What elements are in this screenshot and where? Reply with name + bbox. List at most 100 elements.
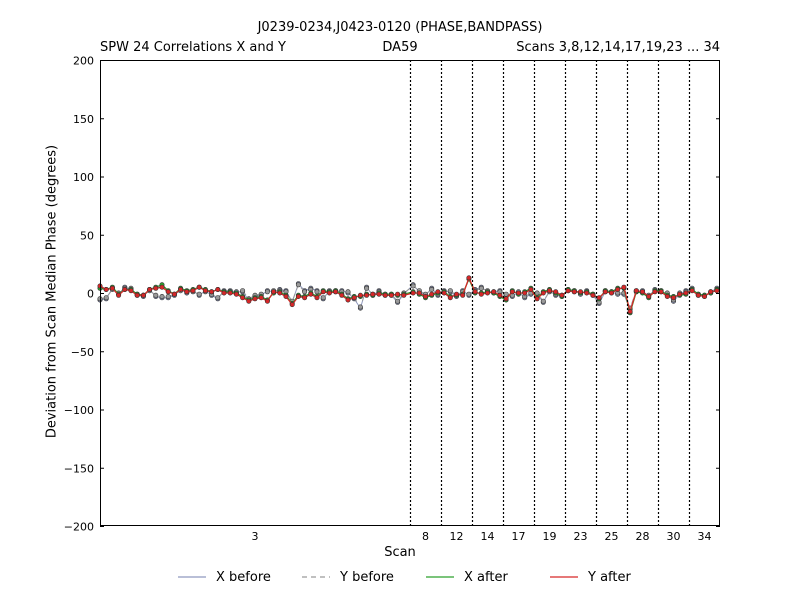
data-point: [410, 283, 416, 289]
data-point: [357, 304, 363, 310]
data-point: [509, 289, 515, 295]
data-point: [308, 291, 314, 297]
data-point: [184, 289, 190, 295]
y-tick-label: −150: [64, 462, 94, 475]
data-point: [165, 289, 171, 295]
data-point: [596, 295, 602, 301]
data-point: [134, 292, 140, 298]
data-point: [664, 293, 670, 299]
data-point: [357, 292, 363, 298]
y-tick-label: −200: [64, 521, 94, 534]
data-point: [221, 290, 227, 296]
data-point: [215, 286, 221, 292]
data-point: [429, 291, 435, 297]
x-tick-label: 34: [698, 530, 712, 543]
data-point: [196, 291, 202, 297]
data-point: [478, 285, 484, 291]
data-point: [351, 295, 357, 301]
data-point: [608, 290, 614, 296]
subtitle-right: Scans 3,8,12,14,17,19,23 ... 34: [516, 40, 720, 55]
data-point: [708, 289, 714, 295]
data-point: [447, 295, 453, 301]
data-point: [388, 292, 394, 298]
chart-title: J0239-0234,J0423-0120 (PHASE,BANDPASS): [257, 20, 543, 35]
legend: X before Y before X after Y after: [170, 566, 650, 588]
data-point: [233, 291, 239, 297]
data-point: [677, 291, 683, 297]
x-tick-label: 19: [543, 530, 557, 543]
data-point: [652, 289, 658, 295]
y-tick-label: 150: [73, 113, 94, 126]
data-point: [584, 290, 590, 296]
y-tick-label: 200: [73, 55, 94, 68]
data-point: [264, 289, 270, 295]
data-point: [633, 288, 639, 294]
data-point: [302, 295, 308, 301]
data-point: [109, 285, 115, 291]
data-point: [627, 309, 633, 315]
x-tick-label: 14: [481, 530, 495, 543]
data-point: [376, 291, 382, 297]
data-point: [209, 289, 215, 295]
data-point: [382, 292, 388, 298]
data-point: [295, 282, 301, 288]
data-point: [320, 295, 326, 301]
series-line: [99, 276, 718, 315]
data-point: [503, 296, 509, 302]
data-point: [401, 292, 407, 298]
legend-label: X before: [216, 570, 271, 585]
data-point: [453, 291, 459, 297]
y-tick-label: 50: [80, 229, 94, 242]
data-point: [553, 289, 559, 295]
data-point: [515, 290, 521, 296]
data-point: [122, 286, 128, 292]
data-point: [147, 286, 153, 292]
data-point: [621, 284, 627, 290]
data-point: [103, 286, 109, 292]
data-point: [202, 288, 208, 294]
x-tick-label: 3: [252, 530, 259, 543]
data-point: [103, 295, 109, 301]
y-tick-label: −50: [71, 346, 94, 359]
data-point: [565, 288, 571, 294]
data-point: [435, 289, 441, 295]
x-tick-label: 25: [605, 530, 619, 543]
data-point: [491, 289, 497, 295]
data-point: [289, 302, 295, 308]
data-point: [701, 293, 707, 299]
data-point: [153, 292, 159, 298]
data-point: [295, 293, 301, 299]
data-point: [339, 292, 345, 298]
data-point: [258, 295, 264, 301]
data-point: [528, 286, 534, 292]
data-point: [460, 292, 466, 298]
data-point: [364, 285, 370, 291]
data-point: [277, 290, 283, 296]
data-point: [364, 292, 370, 298]
data-point: [116, 292, 122, 298]
data-point: [283, 293, 289, 299]
chart-plot: −200 −150 −100 −50 0 50 100 150 200 3 8 12 14 17 19 23 2…: [64, 55, 720, 543]
data-point: [345, 297, 351, 303]
data-point: [128, 288, 134, 294]
data-point: [320, 289, 326, 295]
legend-label: Y after: [587, 570, 631, 585]
data-point: [227, 290, 233, 296]
data-point: [240, 295, 246, 301]
data-point: [670, 295, 676, 301]
data-point: [540, 298, 546, 304]
data-point: [484, 290, 490, 296]
data-point: [165, 293, 171, 299]
data-point: [615, 286, 621, 292]
data-point: [171, 291, 177, 297]
data-point: [333, 289, 339, 295]
data-point: [395, 291, 401, 297]
data-point: [559, 292, 565, 298]
data-point: [140, 292, 146, 298]
y-tick-label: 100: [73, 171, 94, 184]
data-point: [639, 289, 645, 295]
data-point: [472, 289, 478, 295]
x-tick-label: 28: [636, 530, 650, 543]
data-point: [571, 289, 577, 295]
data-point: [370, 291, 376, 297]
